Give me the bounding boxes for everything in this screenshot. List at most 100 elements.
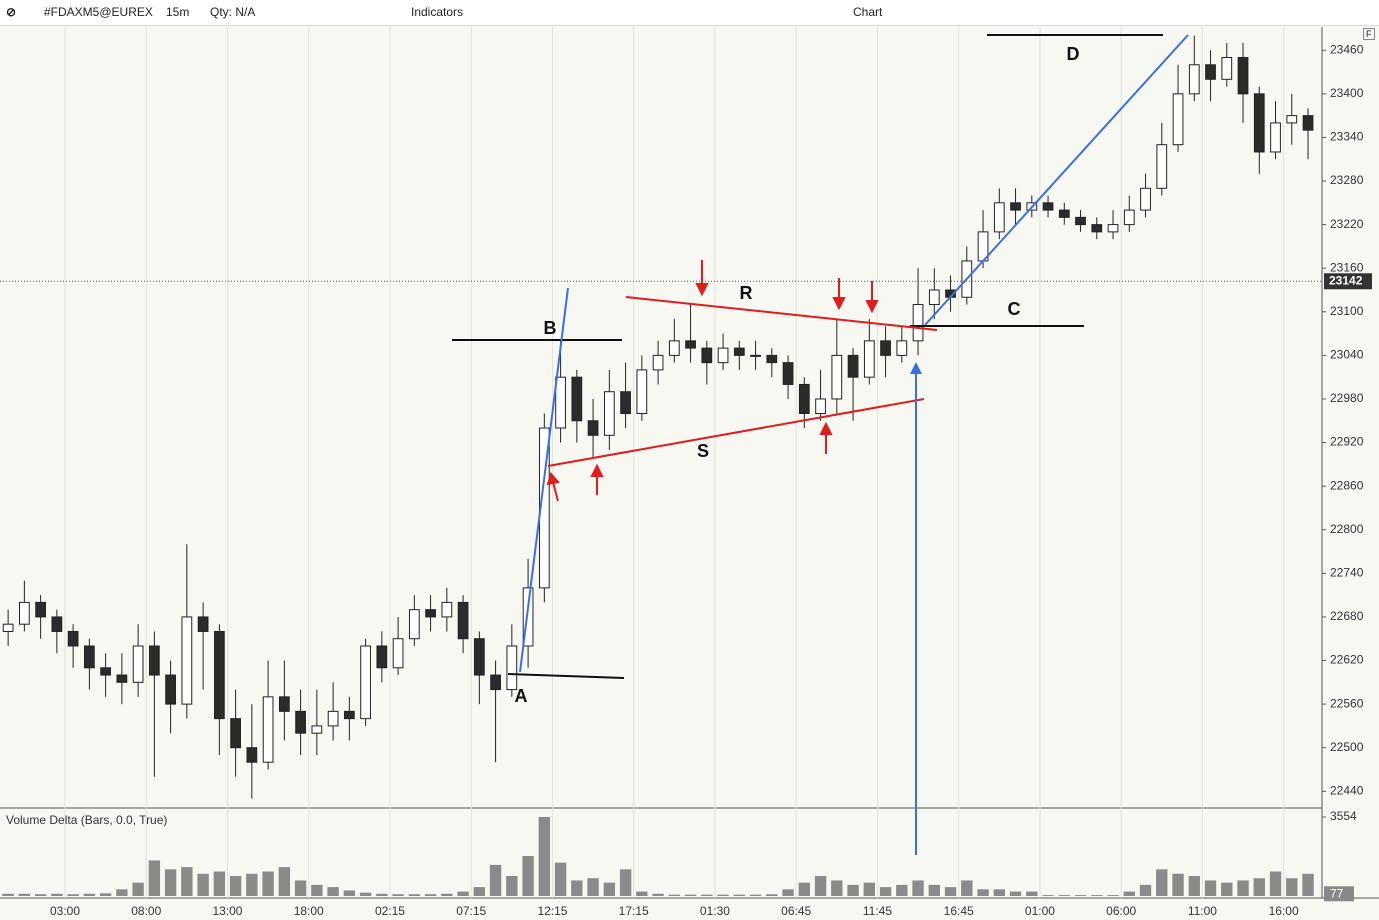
volume-bar: [197, 873, 209, 896]
volume-bar: [424, 894, 437, 896]
y-tick-label: 23040: [1330, 348, 1364, 362]
x-tick-label: 03:00: [50, 904, 80, 918]
volume-bar: [148, 860, 161, 896]
volume-bar: [619, 869, 632, 896]
candle-body: [880, 340, 891, 356]
x-tick-label: 11:00: [1188, 904, 1217, 918]
volume-bar: [1221, 882, 1233, 896]
volume-badge: [1324, 886, 1354, 902]
volume-bar: [1269, 871, 1282, 896]
candle-body: [847, 354, 859, 378]
candle-body: [35, 601, 46, 618]
x-tick-label: 18:00: [294, 904, 324, 918]
candle-body: [246, 747, 258, 763]
volume-bar: [1253, 878, 1265, 896]
y-tick-label: 22920: [1330, 435, 1364, 449]
volume-bar: [392, 894, 404, 896]
candle-body: [2, 623, 14, 632]
candle-body: [863, 340, 875, 378]
candle-body: [1188, 64, 1200, 95]
indicators-button[interactable]: Indicators: [411, 5, 464, 19]
volume-bar: [733, 894, 746, 896]
volume-bar: [278, 867, 291, 896]
y-tick-label: 23160: [1330, 260, 1364, 274]
candle-body: [1302, 115, 1314, 131]
y-tick-label: 22440: [1330, 783, 1364, 797]
candle-body: [311, 725, 323, 734]
candle-body: [1091, 224, 1103, 233]
logo: ⊘: [6, 5, 17, 19]
candle-body: [132, 645, 144, 683]
volume-bar: [376, 893, 388, 896]
volume-bar: [489, 864, 502, 896]
volume-bar: [229, 875, 242, 896]
volume-bar: [554, 862, 567, 896]
volume-bar: [717, 894, 729, 896]
candle-body: [1140, 187, 1151, 211]
symbol[interactable]: #FDAXM5@EUREX: [44, 5, 153, 19]
candle-body: [1123, 209, 1135, 226]
volume-bar: [1107, 895, 1119, 896]
candle-body: [587, 420, 599, 436]
candle-body: [1010, 202, 1021, 211]
y-tick-label: 23280: [1330, 173, 1364, 187]
volume-bar: [993, 889, 1005, 896]
qty[interactable]: Qty: N/A: [210, 5, 256, 19]
resistance-line: [625, 296, 938, 331]
volume-tick-label: 3554: [1330, 809, 1357, 823]
volume-bar: [327, 887, 339, 896]
candle-body: [1058, 209, 1070, 218]
volume-bar: [473, 887, 486, 896]
candle-body: [360, 645, 371, 720]
volume-title: Volume Delta (Bars, 0.0, True): [6, 813, 167, 827]
y-tick-label: 22740: [1330, 566, 1364, 580]
candle-body: [213, 630, 225, 720]
volume-bar: [863, 882, 875, 896]
volume-bar: [213, 871, 226, 896]
volume-bar: [457, 891, 469, 896]
candle-body: [701, 347, 713, 364]
toolbar: ⊘ #FDAXM5@EUREX 15m Qty: N/A Indicators …: [0, 0, 1379, 40]
candle-body: [100, 667, 111, 676]
y-tick-label: 22620: [1330, 653, 1364, 667]
volume-bar: [636, 891, 648, 896]
volume-bar: [343, 890, 356, 896]
volume-bar: [1139, 884, 1152, 896]
label-b: B: [544, 318, 557, 338]
candle-body: [636, 369, 648, 415]
volume-bar: [1123, 891, 1135, 896]
candle-body: [831, 354, 843, 400]
y-tick-label: 22980: [1330, 391, 1364, 405]
volume-bar: [132, 882, 144, 896]
volume-bar: [701, 894, 713, 896]
y-tick-label: 23100: [1330, 304, 1364, 318]
y-tick-label: 23460: [1330, 42, 1364, 56]
candle-body: [993, 202, 1005, 233]
candle-body: [278, 696, 290, 712]
candle-body: [733, 347, 745, 356]
candle-body: [327, 710, 339, 727]
support-line: [547, 398, 925, 467]
candle-body: [815, 398, 826, 415]
x-tick-label: 01:30: [700, 904, 730, 918]
candle-body: [1107, 224, 1119, 233]
volume-bar: [359, 892, 372, 896]
candle-body: [620, 391, 631, 415]
f-button[interactable]: F: [1363, 28, 1375, 40]
volume-bar: [1026, 891, 1038, 896]
candle-body: [1221, 57, 1233, 80]
candle-body: [717, 347, 729, 364]
volume-bar: [1156, 869, 1168, 896]
candle-body: [343, 710, 355, 720]
y-tick-label: 23400: [1330, 86, 1364, 100]
volume-bar: [99, 893, 112, 896]
timeframe[interactable]: 15m: [166, 5, 190, 19]
volume-bar: [847, 884, 859, 896]
candle-body: [148, 645, 160, 676]
y-tick-label: 22560: [1330, 696, 1364, 710]
volume-bar: [116, 889, 128, 896]
candle-body: [18, 601, 30, 625]
candle-body: [490, 674, 501, 691]
